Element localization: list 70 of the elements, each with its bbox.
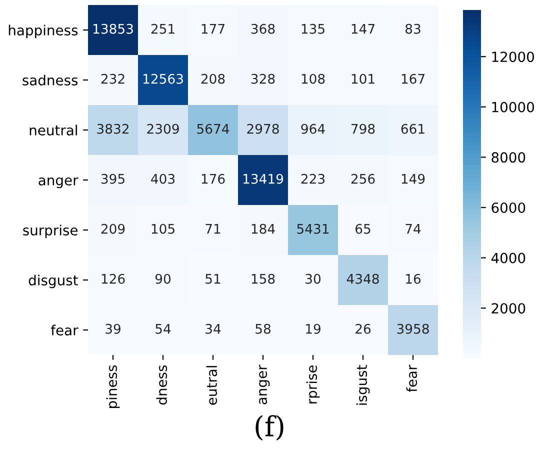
data-label: 964 xyxy=(301,124,325,134)
x-tick-label: dness xyxy=(156,365,168,405)
color-bar-label: 8000 xyxy=(492,152,526,163)
data-label: 184 xyxy=(252,224,275,234)
data-label: 798 xyxy=(351,124,375,134)
x-tick-label: fear xyxy=(406,364,418,392)
data-label: 403 xyxy=(151,174,175,184)
color-bar-label: 12000 xyxy=(492,52,534,62)
y-tick-label: surprise xyxy=(23,224,78,238)
data-label: 328 xyxy=(251,74,275,84)
y-tick-label: fear xyxy=(50,324,78,336)
data-label: 16 xyxy=(406,274,421,284)
data-label: 2978 xyxy=(247,124,279,134)
data-label: 147 xyxy=(352,24,374,34)
data-label: 108 xyxy=(302,74,325,84)
data-label: 251 xyxy=(151,24,174,34)
data-label: 661 xyxy=(401,124,424,134)
data-label: 4348 xyxy=(346,274,379,284)
data-label: 2309 xyxy=(147,124,179,134)
data-label: 26 xyxy=(356,324,371,334)
data-label: 13419 xyxy=(243,174,284,184)
data-label: 54 xyxy=(156,324,171,334)
x-tick-label: isgust xyxy=(356,365,370,405)
data-label: 34 xyxy=(206,324,221,334)
y-tick-label: anger xyxy=(38,178,78,188)
data-label: 105 xyxy=(152,224,174,234)
data-label: 177 xyxy=(202,24,224,34)
x-tick-label: piness xyxy=(106,365,120,408)
data-label: 232 xyxy=(101,74,124,84)
data-label: 158 xyxy=(252,274,275,284)
data-label: 90 xyxy=(155,274,171,284)
data-label: 71 xyxy=(206,224,220,234)
data-label: 126 xyxy=(102,274,125,284)
color-bar-label: 6000 xyxy=(492,202,526,213)
data-label: 209 xyxy=(101,224,125,234)
data-label: 208 xyxy=(201,74,225,84)
data-label: 149 xyxy=(402,174,425,184)
data-label: 3832 xyxy=(97,124,128,134)
y-tick-label: disgust xyxy=(28,274,78,288)
data-label: 395 xyxy=(101,174,124,184)
data-label: 176 xyxy=(202,174,225,184)
data-label: 13853 xyxy=(93,24,133,34)
data-label: 101 xyxy=(352,74,374,84)
data-label: 3958 xyxy=(397,324,429,334)
x-tick-label: anger xyxy=(259,364,270,404)
data-label: 51 xyxy=(206,274,220,284)
x-tick-label: rprise xyxy=(306,365,320,404)
data-label: 256 xyxy=(351,174,375,184)
data-label: 5674 xyxy=(197,124,230,134)
data-label: 135 xyxy=(302,24,324,34)
y-tick-label: neutral xyxy=(30,124,77,136)
y-tick-label: sadness xyxy=(22,74,78,86)
data-label: 58 xyxy=(256,324,270,334)
data-label: 39 xyxy=(106,324,120,334)
data-label: 223 xyxy=(301,174,325,184)
data-label: 65 xyxy=(356,224,370,234)
color-bar-label: 2000 xyxy=(492,303,526,314)
data-label: 83 xyxy=(406,24,420,34)
data-label: 5431 xyxy=(297,224,329,234)
text: (f) xyxy=(256,415,284,441)
x-tick-label: eutral xyxy=(206,366,218,405)
data-label: 12563 xyxy=(143,74,183,84)
data-label: 167 xyxy=(402,74,424,84)
color-bar-label: 4000 xyxy=(491,252,526,264)
data-label: 368 xyxy=(251,24,275,34)
data-label: 19 xyxy=(306,324,320,334)
data-label: 30 xyxy=(306,274,321,284)
data-label: 74 xyxy=(406,224,421,234)
color-bar-label: 10000 xyxy=(492,102,534,112)
y-tick-label: happiness xyxy=(8,24,78,38)
